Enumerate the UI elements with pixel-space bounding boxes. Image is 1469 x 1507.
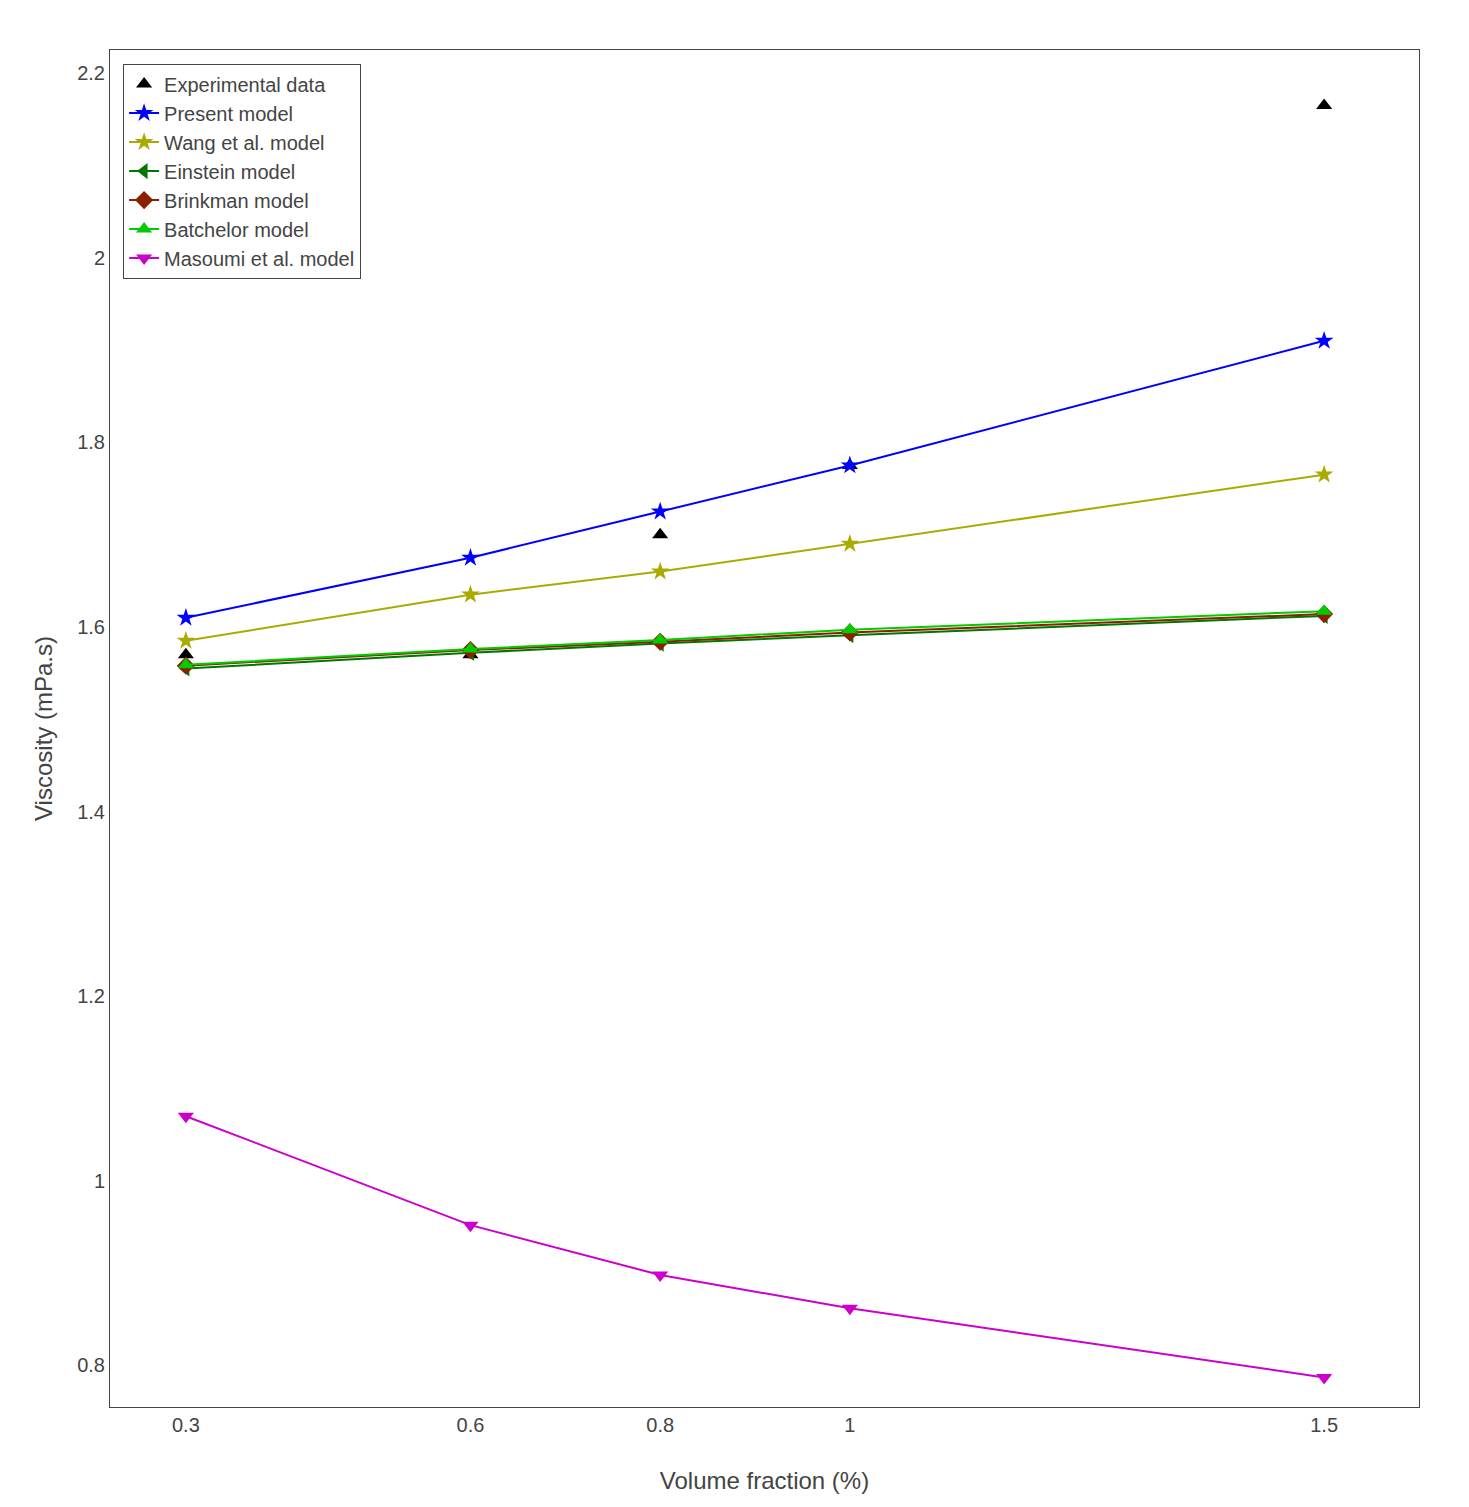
svg-text:1.5: 1.5 (1310, 1414, 1338, 1436)
svg-text:Volume fraction (%): Volume fraction (%) (660, 1467, 869, 1494)
svg-text:Experimental data: Experimental data (164, 74, 326, 96)
svg-text:Brinkman model: Brinkman model (164, 190, 309, 212)
svg-text:Wang et al. model: Wang et al. model (164, 132, 324, 154)
svg-text:Present model: Present model (164, 103, 293, 125)
svg-text:2.2: 2.2 (77, 62, 105, 84)
svg-text:0.6: 0.6 (457, 1414, 485, 1436)
svg-text:1: 1 (844, 1414, 855, 1436)
svg-text:1: 1 (94, 1170, 105, 1192)
svg-text:1.4: 1.4 (77, 801, 105, 823)
svg-text:1.2: 1.2 (77, 985, 105, 1007)
svg-text:Batchelor model: Batchelor model (164, 219, 309, 241)
svg-text:Masoumi et al. model: Masoumi et al. model (164, 248, 354, 270)
svg-text:Viscosity (mPa.s): Viscosity (mPa.s) (30, 636, 57, 821)
svg-text:2: 2 (94, 247, 105, 269)
svg-text:Einstein model: Einstein model (164, 161, 295, 183)
svg-text:0.8: 0.8 (77, 1354, 105, 1376)
svg-text:0.8: 0.8 (646, 1414, 674, 1436)
svg-text:1.8: 1.8 (77, 431, 105, 453)
svg-text:0.3: 0.3 (172, 1414, 200, 1436)
svg-text:1.6: 1.6 (77, 616, 105, 638)
